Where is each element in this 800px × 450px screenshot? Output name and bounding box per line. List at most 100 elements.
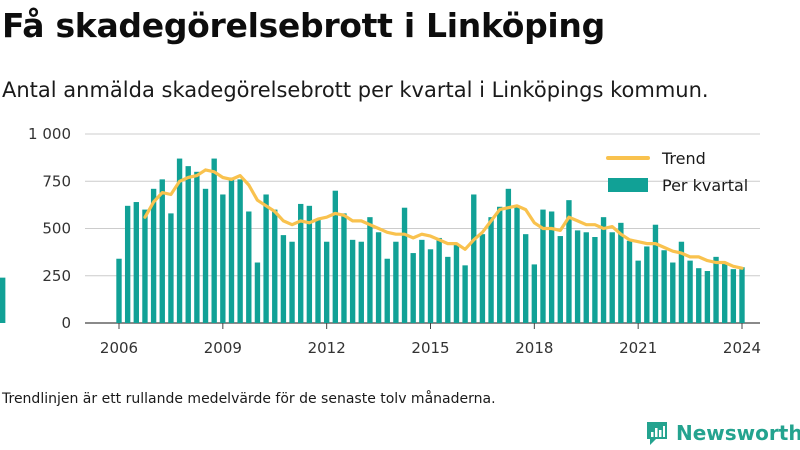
x-tick-label: 2009 [204,339,242,357]
bar [419,239,425,323]
bar [453,243,460,323]
bar [211,158,217,323]
bar [583,232,589,323]
y-axis-ticks: 0 250 500 750 1 000 [28,125,71,332]
x-tick-label: 2021 [619,339,657,357]
x-axis-ticks: 2006 2009 2012 2015 2018 2021 2024 [100,323,761,357]
bar [0,277,6,323]
bar [176,158,183,323]
bar [332,190,339,323]
x-tick-label: 2015 [411,339,449,357]
bar [566,200,572,323]
bar [254,262,261,323]
legend-trend-label: Trend [661,149,706,168]
bar [323,241,330,323]
bar [696,268,702,323]
y-tick-label: 250 [42,267,71,285]
bar [289,241,295,323]
bar [427,249,434,323]
bar [280,235,287,323]
bar [609,232,615,323]
bar [237,179,243,323]
bar [263,194,269,323]
y-tick-label: 750 [42,172,71,190]
bar [202,188,209,323]
bar [436,237,442,323]
bar [652,224,659,323]
bar [358,241,364,323]
bar [557,236,563,323]
bar [124,205,131,323]
bar-series [0,158,745,323]
bar [349,239,356,323]
bar [592,237,598,323]
legend-bar-label: Per kvartal [662,176,748,195]
bar [540,209,546,323]
trend-line [143,168,744,270]
bar [159,179,165,323]
bar [462,265,468,323]
bar [704,271,711,323]
bar [384,258,390,323]
bar [410,253,416,323]
bar [401,207,408,323]
legend-bar-swatch [608,178,648,192]
bar [661,250,667,323]
x-tick-label: 2018 [515,339,553,357]
legend: Trend Per kvartal [606,149,748,195]
bar [150,188,157,323]
footnote: Trendlinjen är ett rullande medelvärde f… [2,391,496,407]
bar [626,240,633,323]
chart-subtitle: Antal anmälda skadegörelsebrott per kvar… [2,78,709,102]
bar [739,267,745,323]
newsworthy-logo-text: Newsworthy [676,421,800,445]
bar [272,209,278,323]
bar [471,194,477,323]
bar [479,234,486,323]
x-tick-label: 2012 [308,339,346,357]
bar [142,209,148,323]
newsworthy-logo-icon [647,422,667,445]
bar [600,217,607,323]
bar [185,166,191,323]
bar [618,222,624,323]
y-tick-label: 0 [61,314,71,332]
bar [220,194,226,323]
bar [505,188,512,323]
bar [228,177,235,323]
bar [713,256,719,323]
bar [367,217,373,323]
bar [497,206,503,323]
bar [246,211,252,323]
y-tick-label: 500 [42,220,71,238]
bar [116,258,122,323]
bar [341,213,347,323]
chart-title: Få skadegörelsebrott i Linköping [2,6,605,45]
bar [531,264,538,323]
bar [514,205,520,323]
x-tick-label: 2006 [100,339,138,357]
bar [488,217,494,323]
bar [306,205,313,323]
bar [375,232,382,323]
bar [687,260,693,323]
bar [298,203,304,323]
bar [445,256,451,323]
bar [644,246,650,323]
bar [635,260,641,323]
bar [574,230,581,323]
newsworthy-logo[interactable]: Newsworthy [644,418,800,448]
bar [315,219,321,323]
bar [393,241,399,323]
bar [522,234,529,323]
chart-svg: 0 250 500 750 1 000 2006 2009 2012 2015 2018 2021… [0,125,761,357]
bar [194,171,200,323]
bar [730,269,737,323]
bar [133,202,139,323]
bar [722,262,728,323]
bar [678,241,685,323]
bar [670,262,676,323]
y-tick-label: 1 000 [28,125,71,143]
x-tick-label: 2024 [723,339,761,357]
bar [168,213,174,323]
